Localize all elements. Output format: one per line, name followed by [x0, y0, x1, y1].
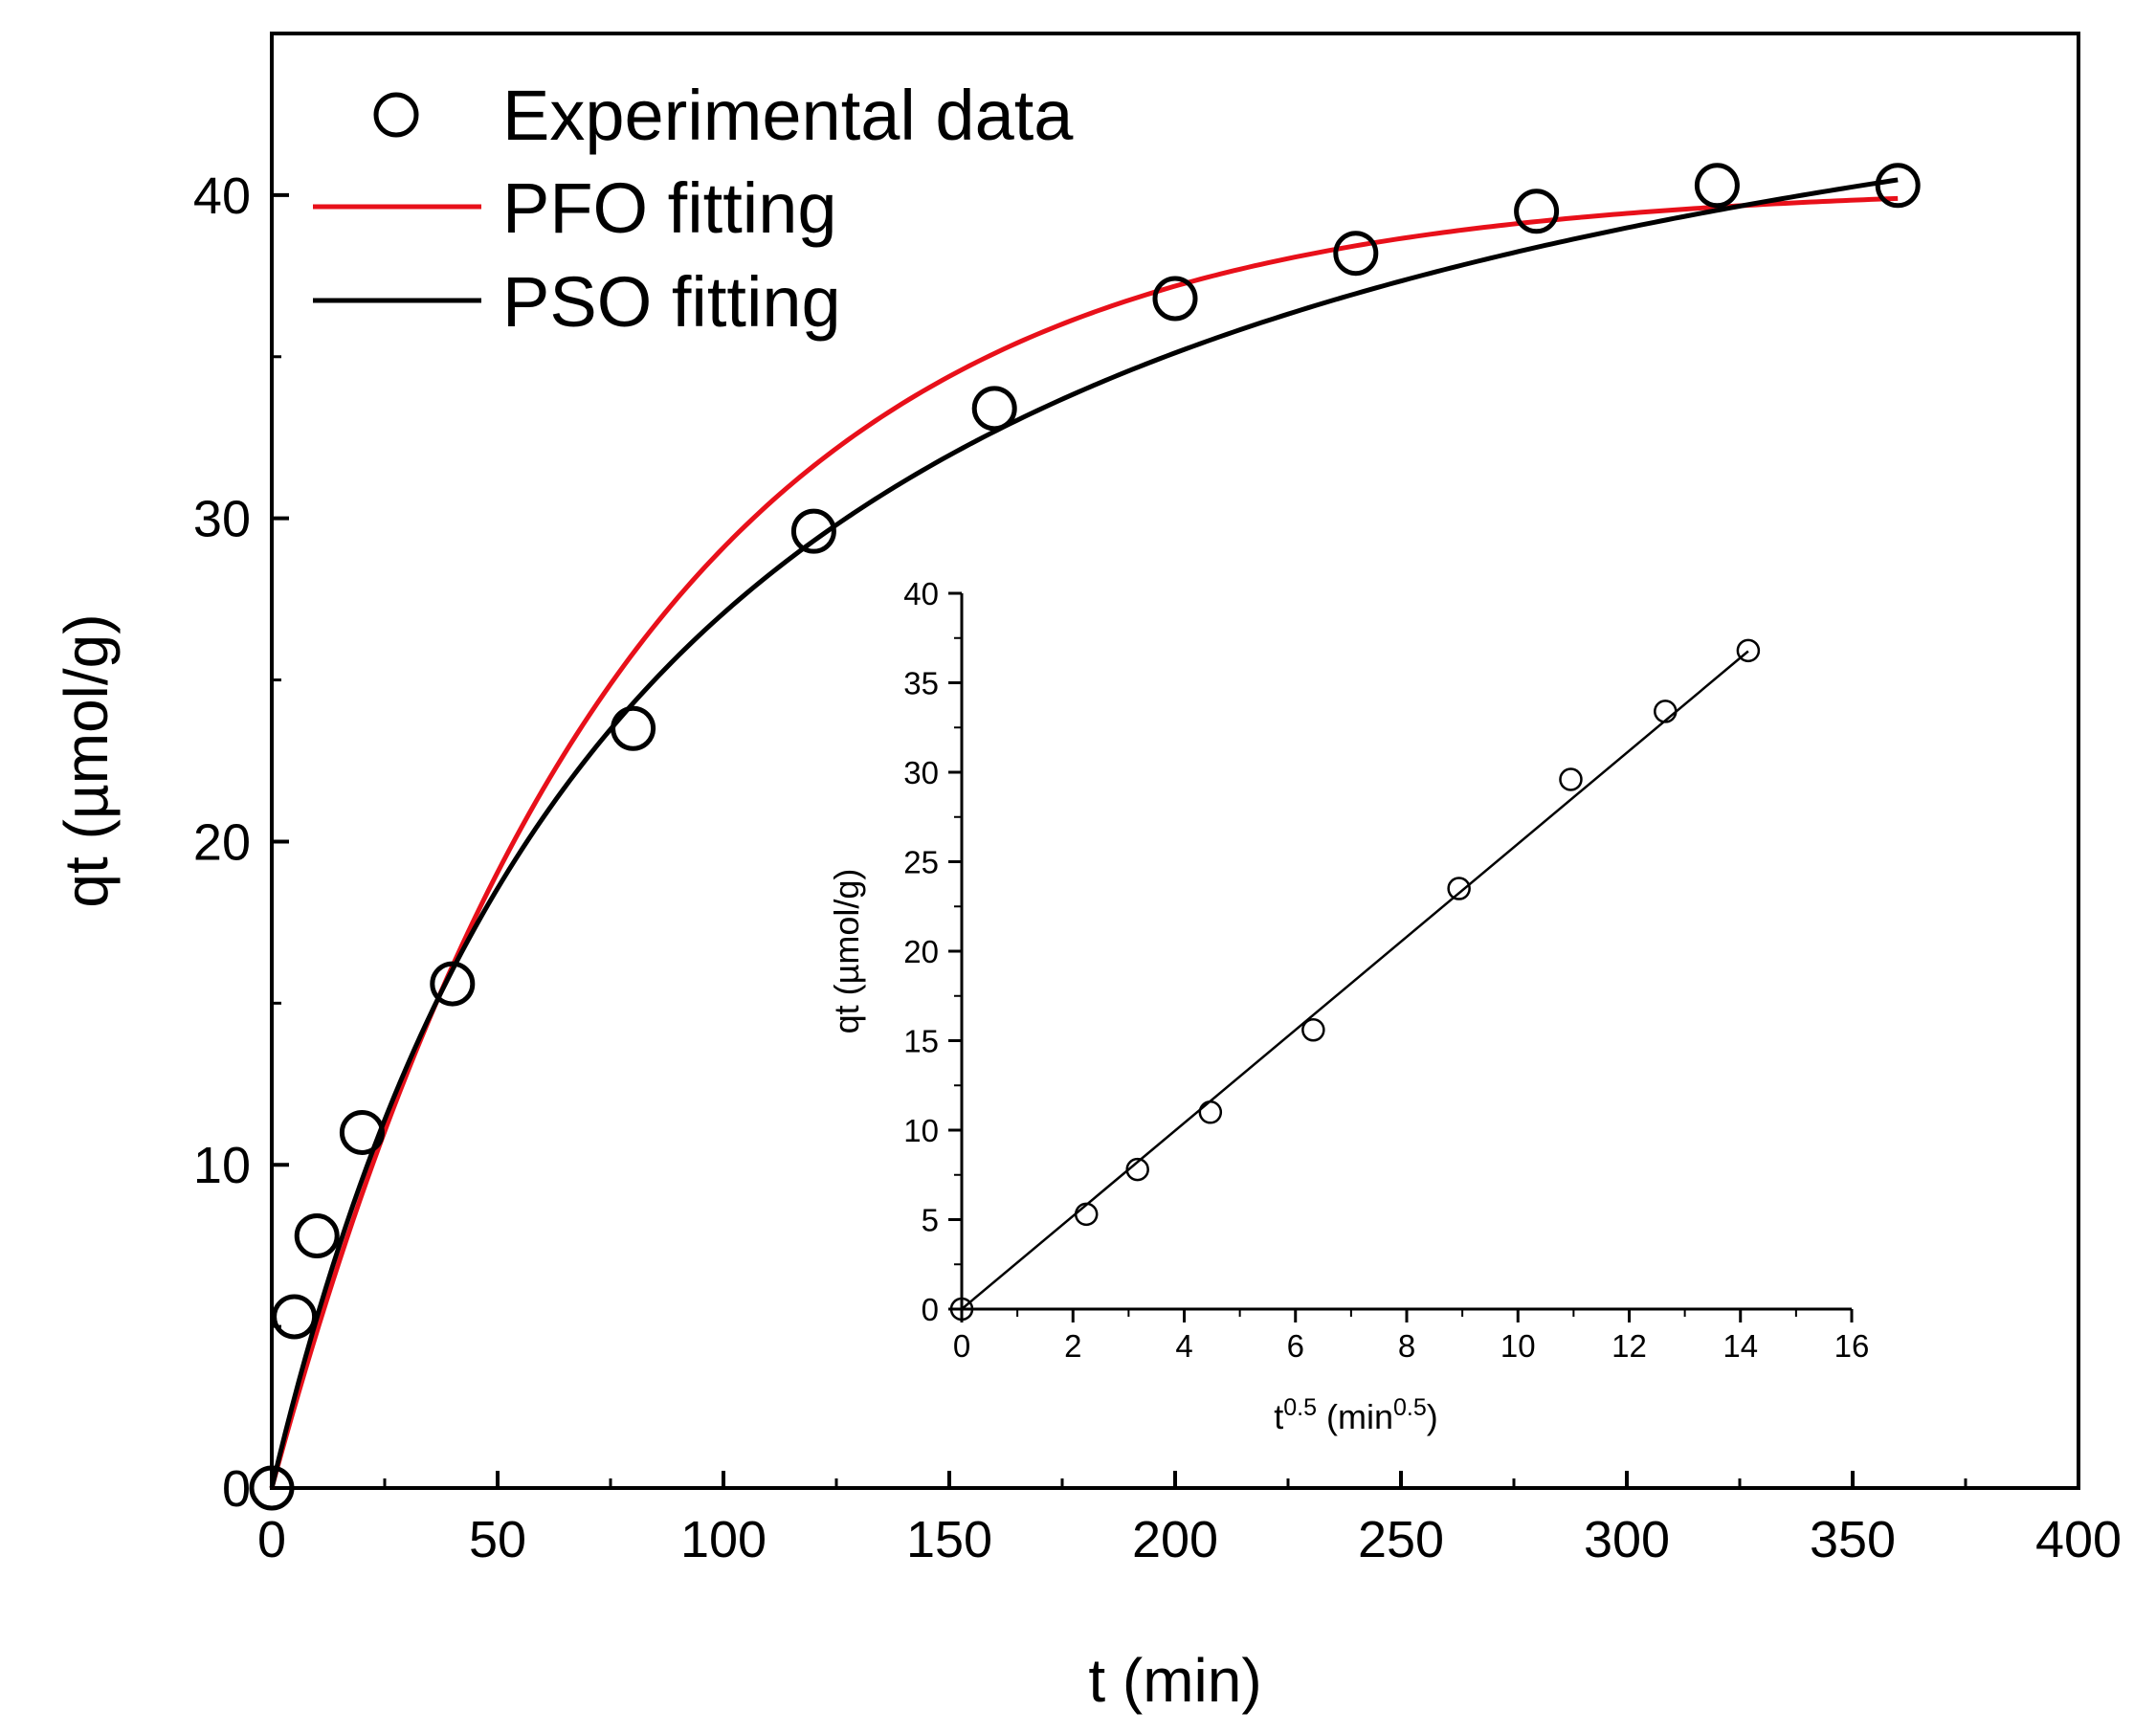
- main-x-tick-label: 350: [1810, 1511, 1896, 1568]
- inset-data-points: [949, 638, 1761, 1322]
- pso-fit-line: [269, 177, 1899, 1489]
- main-y-tick-label: 30: [193, 491, 251, 548]
- legend-label-experimental: Experimental data: [502, 76, 1074, 155]
- main-y-axis-title: qt (µmol/g): [52, 613, 121, 907]
- experimental-data-point: [272, 1294, 318, 1340]
- inset-data-point: [949, 1297, 974, 1322]
- inset-x-title-sup: 0.5: [1283, 1394, 1317, 1421]
- inset-data-point: [1301, 1018, 1325, 1042]
- main-y-tick-label: 10: [193, 1137, 251, 1194]
- inset-y-tick-label: 20: [903, 934, 939, 969]
- main-plot-frame: [270, 32, 2080, 1490]
- legend-label-pso: PSO fitting: [502, 262, 841, 342]
- main-x-tick-label: 300: [1584, 1511, 1670, 1568]
- inset-data-point: [1447, 877, 1471, 900]
- main-y-tick-label: 0: [222, 1460, 251, 1518]
- legend-marker-experimental: [373, 92, 419, 138]
- inset-x-tick-label: 4: [1175, 1328, 1192, 1364]
- inset-y-tick-label: 15: [903, 1024, 939, 1059]
- inset-x-title-mid: (min: [1317, 1397, 1393, 1436]
- main-x-tick-label: 400: [2035, 1511, 2122, 1568]
- experimental-data-point: [790, 508, 836, 554]
- experimental-data-point: [249, 1465, 295, 1511]
- inset-data-point: [1654, 700, 1678, 723]
- legend-label-pfo: PFO fitting: [502, 168, 837, 248]
- experimental-data-point: [1152, 276, 1198, 322]
- experimental-data-point: [430, 961, 476, 1007]
- inset-x-title-end: ): [1427, 1397, 1438, 1436]
- main-x-tick-label: 200: [1132, 1511, 1218, 1568]
- experimental-data-point: [971, 386, 1017, 432]
- main-x-tick-label: 150: [906, 1511, 992, 1568]
- inset-data-point: [1736, 638, 1761, 663]
- inset-x-tick-label: 2: [1064, 1328, 1081, 1364]
- inset-x-tick-label: 0: [953, 1328, 970, 1364]
- inset-y-axis-title: qt (µmol/g): [827, 869, 866, 1034]
- inset-y-tick-label: 10: [903, 1113, 939, 1148]
- inset-y-tick-label: 25: [903, 845, 939, 880]
- main-x-tick-label: 0: [257, 1511, 286, 1568]
- inset-x-tick-label: 10: [1500, 1328, 1536, 1364]
- inset-x-tick-label: 6: [1287, 1328, 1304, 1364]
- inset-y-tick-label: 40: [903, 576, 939, 611]
- legend: Experimental data PFO fitting PSO fittin…: [313, 76, 1074, 342]
- inset-data-point: [1074, 1202, 1099, 1227]
- experimental-data-point: [1875, 163, 1921, 209]
- experimental-data-point: [1333, 231, 1379, 277]
- inset-data-point: [1125, 1157, 1149, 1182]
- inset-x-axis-title: t0.5 (min0.5): [1274, 1394, 1438, 1436]
- inset-data-point: [1559, 767, 1583, 791]
- main-x-tick-label: 100: [680, 1511, 767, 1568]
- inset-x-tick-label: 8: [1398, 1328, 1415, 1364]
- inset-y-tick-label: 35: [903, 666, 939, 701]
- inset-x-tick-label: 16: [1834, 1328, 1870, 1364]
- inset-x-tick-label: 12: [1611, 1328, 1647, 1364]
- experimental-data-point: [294, 1213, 340, 1259]
- inset-data-point: [1198, 1100, 1223, 1124]
- inset-y-tick-label: 0: [922, 1292, 939, 1327]
- inset-linear-fit-line: [961, 650, 1749, 1310]
- inset-y-tick-label: 30: [903, 755, 939, 790]
- experimental-data-point: [611, 705, 656, 751]
- inset-axis-ticks: 0 2 4 6 8 10 12 14 16 0 5 10 15 20 25 30 35 40: [903, 576, 1869, 1364]
- main-x-tick-label: 250: [1358, 1511, 1444, 1568]
- main-x-axis-title: t (min): [1088, 1646, 1261, 1715]
- inset-x-title-sup2: 0.5: [1393, 1394, 1427, 1421]
- experimental-data-point: [1514, 189, 1560, 234]
- inset-fit-line: [961, 650, 1749, 1310]
- experimental-data-point: [339, 1109, 385, 1155]
- pfo-fit-line: [269, 195, 1899, 1489]
- main-fit-lines: [269, 177, 1899, 1489]
- inset-y-tick-label: 5: [922, 1203, 939, 1238]
- experimental-data-point: [1694, 163, 1740, 209]
- main-y-tick-label: 20: [193, 813, 251, 871]
- main-y-tick-label: 40: [193, 167, 251, 225]
- inset-x-title-base: t: [1274, 1397, 1283, 1436]
- main-x-tick-label: 50: [469, 1511, 526, 1568]
- inset-x-tick-label: 14: [1723, 1328, 1758, 1364]
- main-data-points: [249, 163, 1921, 1511]
